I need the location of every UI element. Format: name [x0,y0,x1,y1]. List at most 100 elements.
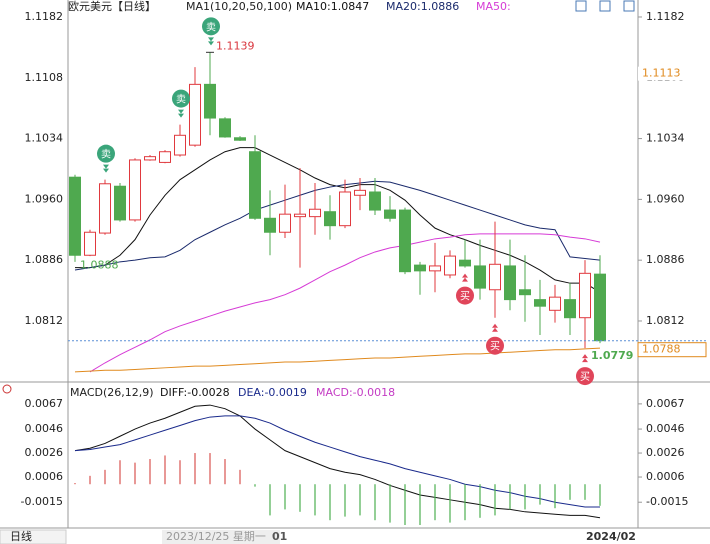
y-tick-label: 0.0026 [25,446,64,459]
candle-body [399,209,411,273]
sell-signal [172,89,190,108]
candle-body [174,134,186,156]
candle-body [189,83,201,146]
crosshair-date: 2023/12/25 星期一 [166,530,266,543]
chart-title: 欧元美元【日线】 [68,0,156,13]
y-tick-label: 0.0026 [646,446,685,459]
candle-body [99,183,111,234]
y-tick-label: 0.0006 [25,470,64,483]
indicator-line [74,347,601,373]
signal-arrow [103,164,109,173]
x-tick-label: 2024/02 [586,530,636,543]
y-tick-label: 0.0046 [646,422,685,435]
start-label: 1.0888 [80,259,119,272]
y-tick-label: 0.0006 [646,470,685,483]
candle-body [444,255,456,276]
low-label: 1.0779 [591,349,633,362]
signal-arrow [178,109,184,118]
buy-signal [576,367,594,386]
indicator-line [89,233,601,373]
y-tick-label: 1.0886 [25,253,64,266]
marker-label: 1.1113 [642,67,681,80]
candle-body [519,289,531,296]
candle-body [144,156,156,161]
candle-body [339,191,351,227]
y-tick-label: 1.1108 [25,71,64,84]
candle-body [234,137,246,141]
y-tick-label: 1.0960 [646,192,685,205]
tool-icon[interactable] [599,0,611,12]
buy-signal [456,286,474,305]
y-tick-label: -0.0015 [646,495,688,508]
candle-body [159,151,171,163]
y-tick-label: 1.0812 [25,314,64,327]
legend-entry: MA50: [476,0,511,13]
sell-label: 卖 [101,149,111,161]
signal-arrow [582,354,588,363]
y-tick-label: 1.0812 [646,314,685,327]
indicator-line [74,404,601,519]
sell-label: 卖 [176,94,186,106]
candle-body [219,118,231,138]
tool-icon[interactable] [623,0,635,12]
candle-body [474,265,486,289]
candle-body [309,208,321,218]
buy-label: 买 [580,371,590,383]
candle-body [84,231,96,256]
legend-entry: MA20:1.0886 [386,0,459,13]
macd-title: MACD(26,12,9) [70,386,154,399]
period-box[interactable] [0,529,67,544]
period-label[interactable]: 日线 [10,529,32,543]
y-tick-label: 1.1182 [25,10,64,23]
candle-body [279,213,291,233]
buy-signal [486,336,504,355]
candle-body [579,272,591,319]
y-tick-label: 1.1034 [646,132,685,145]
candle-body [384,209,396,219]
candle-body [249,151,261,219]
last-price-box [637,342,707,358]
indicator-line [74,180,601,271]
y-tick-label: 0.0046 [25,422,64,435]
candle-body [129,159,141,221]
sell-label: 卖 [206,21,216,33]
candle-body [369,191,381,211]
candle-body [354,189,366,196]
toolbar[interactable] [575,0,635,12]
x-tick-label: 01 [272,530,287,543]
marker-box [638,66,706,81]
sell-signal [202,17,220,36]
candle-body [504,265,516,301]
signal-arrow [208,37,214,46]
tool-icon[interactable] [575,0,587,12]
candle-body [489,263,501,291]
y-tick-label: 1.1034 [25,132,64,145]
candle-body [429,265,441,272]
y-tick-label: 0.0067 [646,397,685,410]
candle-body [324,211,336,227]
signal-arrow [492,323,498,332]
candle-body [264,217,276,233]
candle-body [534,299,546,307]
indicator-label: MA1(10,20,50,100) [186,0,292,13]
y-tick-label: 1.1182 [646,10,685,23]
y-tick-label: -0.0015 [21,495,63,508]
y-tick-label: 1.0960 [25,192,64,205]
signal-arrow [462,273,468,282]
crosshair-date-box [162,530,280,544]
settings-icon[interactable] [2,384,12,394]
legend-entry: DIFF:-0.0028 [160,386,230,399]
candle-body [114,185,126,221]
buy-label: 买 [460,291,470,303]
y-tick-label: 0.0067 [25,397,64,410]
sell-signal [97,144,115,163]
high-label: 1.1139 [216,39,255,52]
candle-body [459,259,471,267]
candle-body [204,83,216,119]
buy-label: 买 [490,341,500,353]
candle-body [69,176,81,256]
candle-body [549,296,561,311]
candle-body [294,213,306,218]
